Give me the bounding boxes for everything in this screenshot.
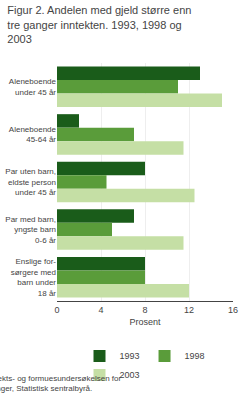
svg-text:Aleneboendeunder 45 år: Aleneboendeunder 45 år [9, 77, 57, 96]
svg-text:0: 0 [54, 305, 59, 315]
svg-text:Aleneboende45-64 år: Aleneboende45-64 år [9, 125, 57, 144]
svg-text:4: 4 [98, 305, 103, 315]
svg-text:1993: 1993 [120, 351, 140, 361]
svg-text:2003: 2003 [120, 370, 140, 380]
svg-text:Figur 2. Andelen med gjeld stø: Figur 2. Andelen med gjeld større enntre… [7, 4, 191, 45]
svg-text:Par uten barn,eldste personund: Par uten barn,eldste personunder 45 år [5, 167, 56, 197]
svg-text:Enslige for-sørgere medbarn un: Enslige for-sørgere medbarn under18 år [11, 257, 57, 297]
svg-text:1998: 1998 [185, 351, 205, 361]
svg-text:8: 8 [142, 305, 147, 315]
svg-text:16: 16 [228, 305, 238, 315]
svg-text:Par med barn,yngste barn0-6 år: Par med barn,yngste barn0-6 år [5, 215, 56, 245]
svg-text:12: 12 [184, 305, 194, 315]
svg-text:Kilde: Inntekts- og formuesund: Kilde: Inntekts- og formuesundersøkelsen… [0, 374, 122, 393]
svg-text:Prosent: Prosent [129, 317, 161, 327]
